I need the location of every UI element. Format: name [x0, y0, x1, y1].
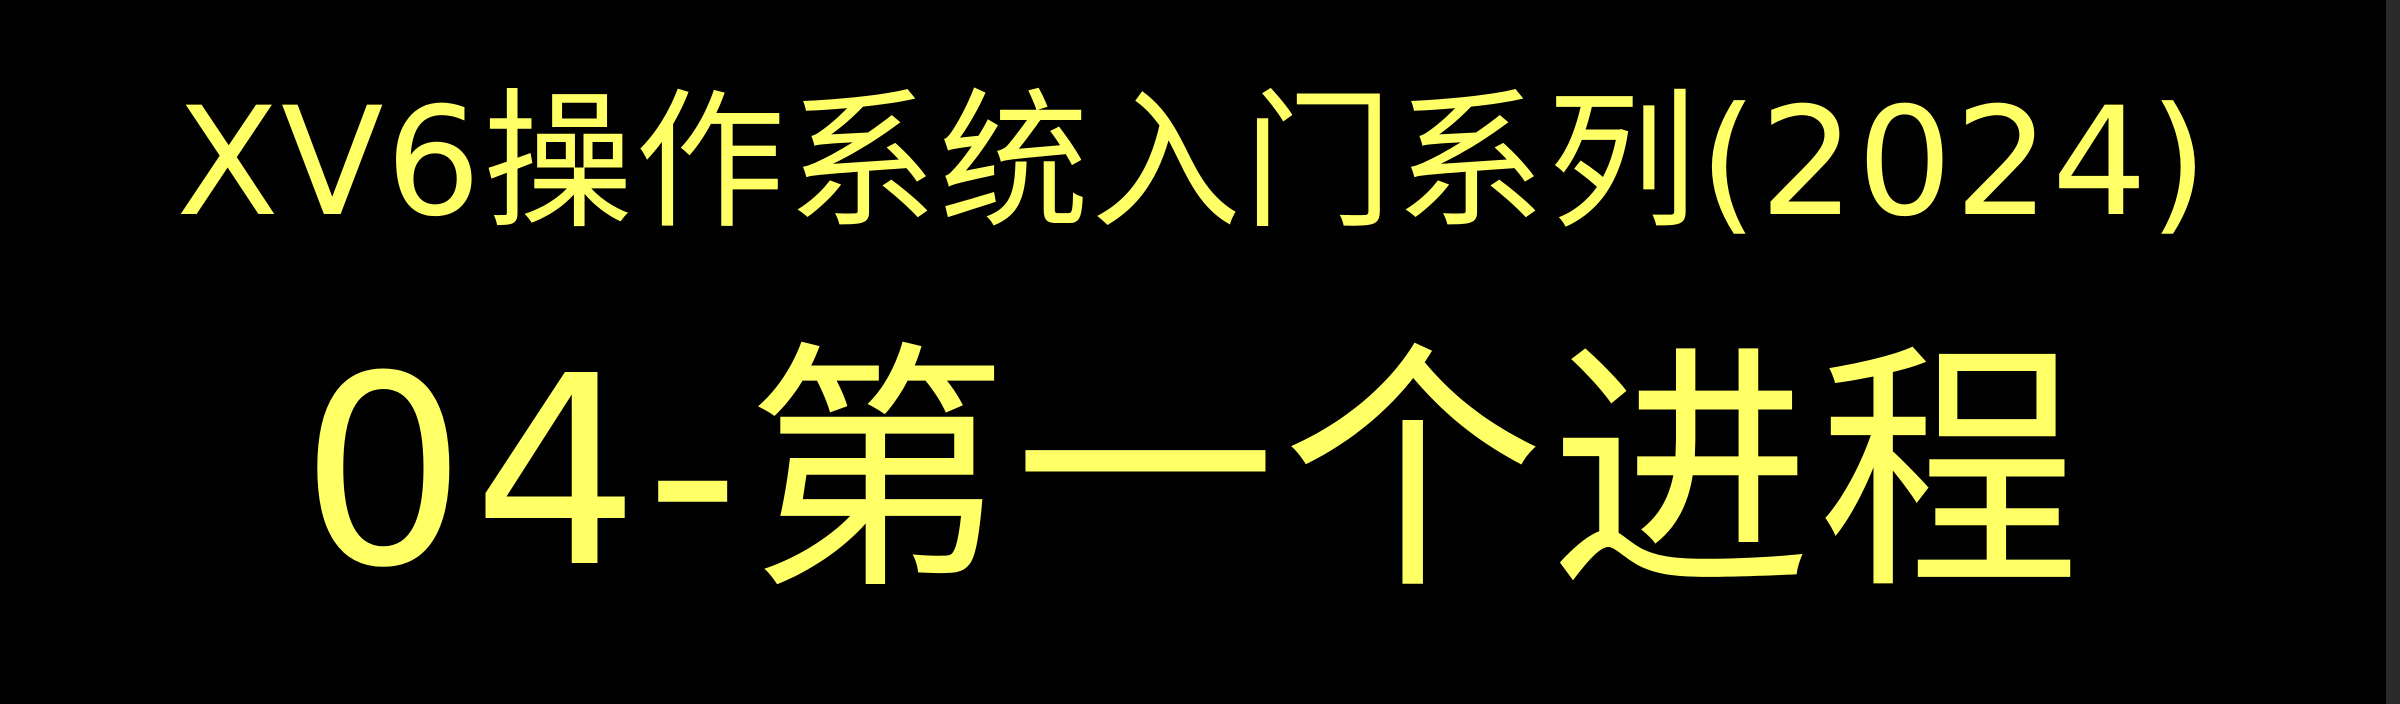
series-title: XV6操作系统入门系列(2024) — [176, 76, 2210, 250]
right-edge-strip — [2386, 0, 2400, 704]
episode-title: 04-第一个进程 — [300, 320, 2086, 625]
